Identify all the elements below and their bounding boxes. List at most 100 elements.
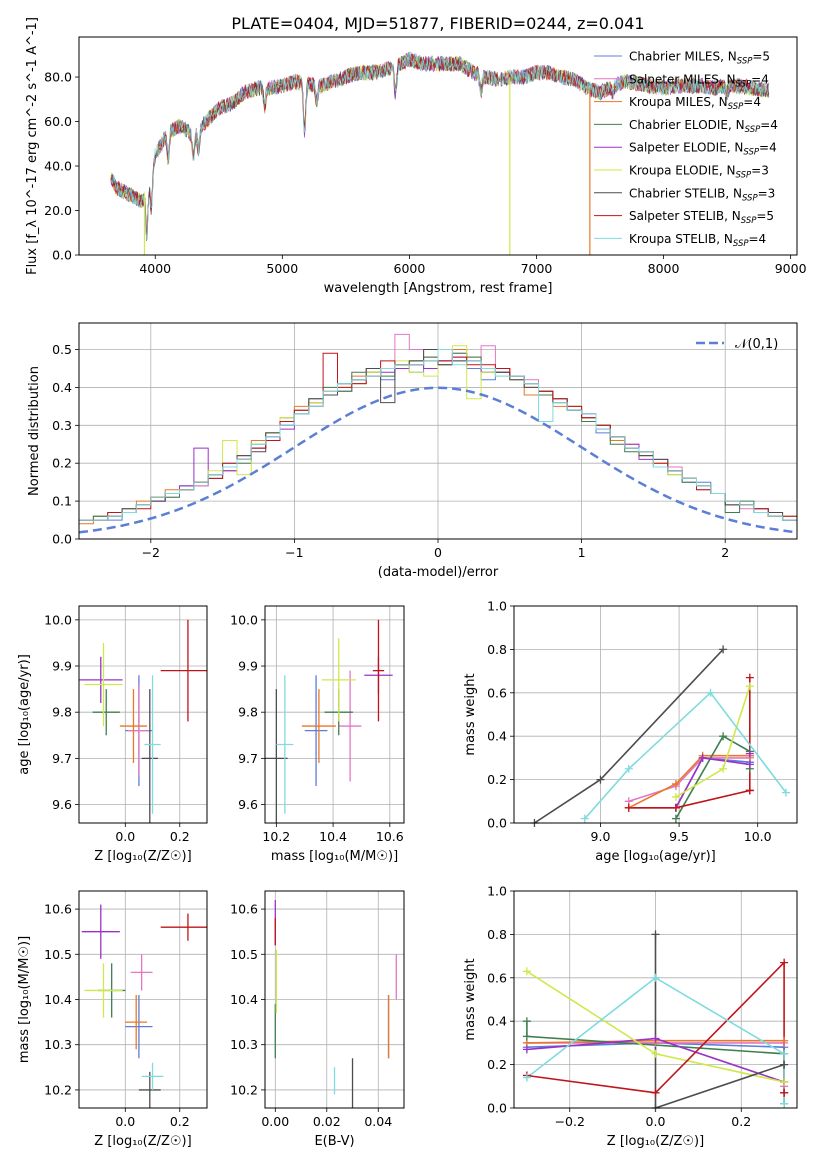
y-tick-label: 9.9 (52, 659, 72, 674)
normal-reference-curve (79, 386, 797, 534)
weight-marker (780, 958, 789, 967)
spectrum-legend: Chabrier MILES, NSSP=5 Salpeter MILES, NS… (594, 50, 778, 249)
plot-area-age-vs-z (79, 619, 207, 823)
weight-marker (651, 1049, 660, 1058)
plot-frame (513, 605, 798, 824)
y-tick-label: 0.3 (52, 418, 72, 433)
weight-marker (651, 1034, 660, 1043)
plot-area-spectrum (110, 51, 770, 255)
y-axis-label: mass [log₁₀(M/M☉)] (17, 936, 32, 1063)
panel-age-vs-mass: 10.2 10.4 10.6 9.6 9.7 9.8 9.9 10.0 mass [log₁₀(… (230, 605, 405, 864)
panel-weight-vs-z: −0.2 0.0 0.2 0.0 0.2 0.4 0.6 0.8 1.0 Z [log₁₀(Z/Z… (463, 884, 798, 1149)
y-tick-label: 10.0 (44, 612, 72, 627)
y-tick-label: 9.7 (52, 751, 72, 766)
legend-label: Salpeter MILES, NSSP=4 (629, 72, 769, 89)
weight-marker (671, 792, 680, 801)
x-tick-label: 4000 (139, 261, 171, 276)
weight-line-kroupa-miles (628, 754, 750, 809)
x-axis-label: Z [log₁₀(Z/Z☉)] (94, 1134, 191, 1149)
x-tick-label: 10.4 (319, 829, 347, 844)
y-tick-label: 60.0 (44, 114, 72, 129)
plot-frame (78, 890, 208, 1109)
y-tick-label: 0.4 (487, 1014, 507, 1029)
y-axis-label: mass weight (463, 958, 478, 1040)
x-tick-label: 6000 (394, 261, 426, 276)
weight-marker (671, 814, 680, 823)
y-tick-label: 9.7 (238, 751, 258, 766)
legend-label: Kroupa ELODIE, NSSP=3 (629, 164, 769, 181)
y-tick-label: 10.0 (230, 612, 258, 627)
plot-frame (513, 890, 798, 1109)
y-tick-label: 40.0 (44, 159, 72, 174)
y-tick-label: 0.0 (52, 532, 72, 547)
legend-label: Salpeter ELODIE, NSSP=4 (629, 141, 777, 158)
y-tick-label: 10.3 (44, 1037, 72, 1052)
weight-marker (522, 967, 531, 976)
y-axis-label: Flux [f_λ 10^-17 erg cm^-2 s^-1 A^-1] (25, 17, 40, 275)
x-tick-label: 0.2 (170, 1114, 190, 1129)
weight-marker (624, 764, 633, 773)
plot-area-mass-vs-z (81, 904, 207, 1108)
weight-marker (706, 688, 715, 697)
y-tick-label: 0.0 (487, 816, 507, 831)
histogram-kroupa-stelib (79, 349, 797, 525)
x-axis-label: mass [log₁₀(M/M☉)] (271, 849, 398, 864)
x-tick-label: 9.0 (591, 829, 611, 844)
legend-label: 𝒩(0,1) (735, 337, 778, 352)
x-tick-label: 0 (434, 545, 442, 560)
y-tick-label: 0.2 (487, 1057, 507, 1072)
weight-marker (522, 1073, 531, 1082)
weight-line-kroupa-stelib (584, 691, 787, 820)
y-tick-label: 9.8 (238, 705, 258, 720)
x-tick-label: 9.5 (669, 829, 689, 844)
spectrum-line-kroupa-stelib (110, 51, 770, 241)
plot-area-residuals (79, 333, 797, 534)
legend-label: Chabrier MILES, NSSP=5 (629, 50, 770, 67)
y-tick-label: 1.0 (487, 884, 507, 899)
y-tick-label: 10.2 (230, 1082, 258, 1097)
x-tick-label: 0.02 (313, 1114, 341, 1129)
y-tick-label: 0.8 (487, 927, 507, 942)
y-tick-label: 0.0 (52, 248, 72, 263)
weight-marker (780, 1099, 789, 1108)
panel-mass-vs-z: 0.0 0.2 10.2 10.3 10.4 10.5 10.6 Z [log₁₀(Z/Z☉)… (17, 890, 208, 1149)
x-tick-label: −0.2 (555, 1114, 585, 1129)
y-tick-label: 9.8 (52, 705, 72, 720)
x-tick-label: −2 (142, 545, 160, 560)
weight-marker (780, 1049, 789, 1058)
weight-line-salpeter-stelib (628, 677, 751, 809)
x-axis-label: age [log₁₀(age/yr)] (595, 849, 716, 864)
plot-area-age-vs-mass (265, 619, 393, 823)
weight-marker (745, 760, 754, 769)
x-tick-label: 7000 (521, 261, 553, 276)
panel-mass-vs-ebv: 0.00 0.02 0.04 10.2 10.3 10.4 10.5 10.6 E(B-V) (230, 890, 405, 1149)
y-tick-label: 10.4 (230, 992, 258, 1007)
x-axis-label: wavelength [Angstrom, rest frame] (324, 281, 553, 296)
legend-label: Chabrier ELODIE, NSSP=4 (629, 118, 778, 135)
spectrum-line-salpeter-stelib (110, 53, 770, 241)
y-tick-label: 10.2 (44, 1082, 72, 1097)
figure-title: PLATE=0404, MJD=51877, FIBERID=0244, z=0… (231, 14, 644, 33)
y-tick-label: 0.2 (487, 772, 507, 787)
x-tick-label: −1 (285, 545, 303, 560)
y-tick-label: 10.4 (44, 992, 72, 1007)
y-tick-label: 9.9 (238, 659, 258, 674)
x-tick-label: 0.2 (731, 1114, 751, 1129)
weight-marker (719, 645, 728, 654)
y-tick-label: 0.1 (52, 494, 72, 509)
x-tick-label: 2 (721, 545, 729, 560)
y-tick-label: 10.5 (230, 947, 258, 962)
weight-marker (698, 753, 707, 762)
y-tick-label: 1.0 (487, 599, 507, 614)
weight-marker (780, 1036, 789, 1045)
plot-frame (78, 36, 798, 256)
weight-marker (624, 803, 633, 812)
y-tick-label: 0.4 (52, 380, 72, 395)
weight-marker (522, 1017, 531, 1026)
weight-marker (522, 1045, 531, 1054)
plot-frame (78, 605, 208, 824)
y-tick-label: 0.2 (52, 456, 72, 471)
weight-line-chabrier-stelib (654, 934, 785, 1108)
weight-marker (651, 930, 660, 939)
y-axis-label: Normed distribution (27, 366, 42, 496)
